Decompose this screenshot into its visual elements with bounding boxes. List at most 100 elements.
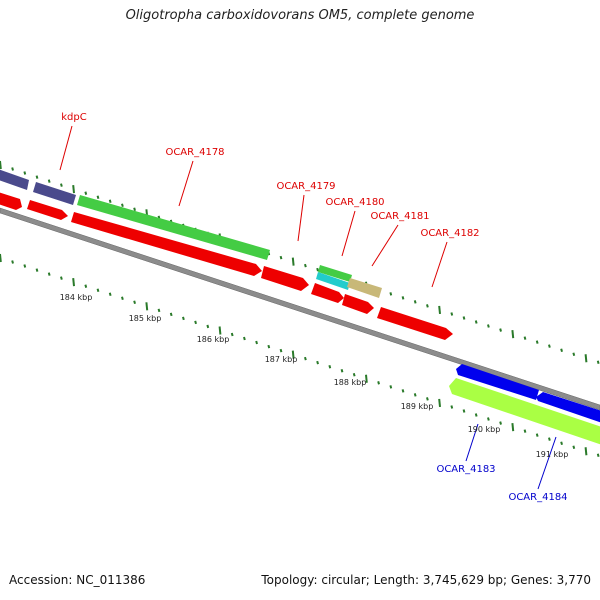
tick-mark bbox=[35, 268, 39, 272]
tick-mark bbox=[365, 374, 368, 383]
tick-mark bbox=[72, 185, 75, 194]
scale-label: 190 kbp bbox=[468, 425, 501, 434]
gene-label[interactable]: OCAR_4178 bbox=[165, 147, 224, 158]
scale-label: 191 kbp bbox=[536, 450, 569, 459]
tick-mark bbox=[450, 405, 454, 409]
tick-mark bbox=[413, 300, 417, 304]
leader-line bbox=[431, 241, 448, 288]
gene-ocar-4178-red bbox=[71, 212, 262, 276]
tick-mark bbox=[108, 292, 112, 296]
tick-mark bbox=[584, 447, 588, 456]
tick-mark bbox=[511, 422, 515, 432]
tick-mark bbox=[304, 263, 307, 268]
gene-ocar-4180-red bbox=[311, 283, 344, 303]
tick-mark bbox=[267, 344, 271, 349]
tick-mark bbox=[535, 433, 539, 437]
gene-ocar-4181-red bbox=[342, 294, 374, 314]
gene-purple-b bbox=[33, 182, 76, 205]
tick-mark bbox=[194, 320, 197, 325]
tick-mark bbox=[316, 267, 319, 272]
gene-red-a bbox=[0, 192, 22, 210]
gene-ocar-4181 bbox=[347, 278, 382, 298]
tick-mark bbox=[133, 300, 136, 305]
tick-mark bbox=[572, 445, 576, 449]
gene-ocar-4184-blue bbox=[536, 392, 600, 423]
tick-mark bbox=[121, 296, 124, 301]
leader-line bbox=[341, 210, 356, 257]
scale-label: 188 kbp bbox=[334, 378, 367, 387]
tick-mark bbox=[474, 320, 478, 324]
gene-red-b bbox=[27, 200, 68, 220]
tick-mark bbox=[0, 160, 2, 170]
gene-ocar-4183 bbox=[456, 364, 539, 400]
tick-mark bbox=[487, 324, 490, 328]
tick-mark bbox=[243, 336, 246, 341]
genome-backbone bbox=[0, 207, 600, 411]
tick-mark bbox=[535, 340, 539, 344]
tick-mark bbox=[230, 332, 234, 337]
scale-label: 186 kbp bbox=[197, 335, 230, 344]
tick-mark bbox=[596, 360, 600, 365]
tick-mark bbox=[11, 167, 14, 171]
gene-label[interactable]: OCAR_4179 bbox=[276, 181, 335, 192]
tick-mark bbox=[47, 179, 51, 183]
tick-mark bbox=[584, 354, 588, 363]
gene-label[interactable]: OCAR_4181 bbox=[370, 211, 429, 222]
gene-label[interactable]: OCAR_4184 bbox=[508, 492, 567, 503]
topology-summary: Topology: circular; Length: 3,745,629 bp… bbox=[261, 573, 591, 587]
gene-ocar-4184 bbox=[449, 378, 600, 445]
leader-line bbox=[465, 423, 479, 462]
tick-mark bbox=[121, 203, 124, 208]
leader-line bbox=[537, 436, 557, 490]
gene-label[interactable]: OCAR_4183 bbox=[436, 464, 495, 475]
scale-label: 185 kbp bbox=[129, 314, 162, 323]
tick-mark bbox=[316, 360, 319, 365]
gene-ocar-4180-teal bbox=[316, 272, 350, 290]
tick-mark bbox=[304, 356, 307, 361]
tick-mark bbox=[60, 183, 63, 187]
tick-mark bbox=[560, 348, 563, 352]
accession-text: Accession: NC_011386 bbox=[9, 573, 146, 587]
tick-mark bbox=[133, 207, 136, 212]
leader-line bbox=[297, 194, 305, 242]
tick-mark bbox=[389, 385, 393, 389]
tick-mark bbox=[84, 191, 88, 195]
tick-mark bbox=[47, 272, 51, 276]
tick-mark bbox=[352, 372, 356, 377]
tick-mark bbox=[596, 453, 600, 458]
tick-mark bbox=[511, 329, 515, 339]
tick-mark bbox=[426, 397, 429, 401]
gene-ocar-4178 bbox=[77, 195, 270, 260]
tick-mark bbox=[35, 175, 39, 179]
tick-mark bbox=[438, 398, 441, 408]
tick-mark bbox=[279, 348, 283, 353]
leader-line bbox=[371, 224, 399, 267]
gene-label[interactable]: OCAR_4180 bbox=[325, 197, 384, 208]
tick-mark bbox=[11, 260, 14, 264]
tick-mark bbox=[169, 312, 173, 317]
gene-ocar-4179 bbox=[261, 266, 309, 291]
tick-mark bbox=[377, 381, 380, 385]
tick-mark bbox=[182, 316, 185, 321]
tick-mark bbox=[462, 316, 466, 320]
tick-mark bbox=[206, 324, 210, 329]
tick-mark bbox=[487, 417, 490, 421]
tick-mark bbox=[426, 304, 429, 308]
tick-mark bbox=[23, 264, 27, 268]
tick-mark bbox=[548, 344, 551, 348]
tick-mark bbox=[438, 305, 441, 315]
leader-line bbox=[59, 125, 73, 171]
gene-label[interactable]: OCAR_4182 bbox=[420, 228, 479, 239]
map-title: Oligotropha carboxidovorans OM5, complet… bbox=[125, 8, 475, 23]
tick-mark bbox=[413, 393, 417, 397]
tick-mark bbox=[401, 296, 405, 300]
scale-label: 184 kbp bbox=[60, 293, 93, 302]
label-leaders bbox=[59, 125, 557, 490]
tick-mark bbox=[96, 195, 100, 199]
tick-mark bbox=[474, 413, 478, 417]
gene-label[interactable]: kdpC bbox=[61, 112, 86, 123]
tick-mark bbox=[145, 302, 149, 311]
scale-label: 187 kbp bbox=[265, 355, 298, 364]
tick-mark bbox=[72, 278, 75, 287]
